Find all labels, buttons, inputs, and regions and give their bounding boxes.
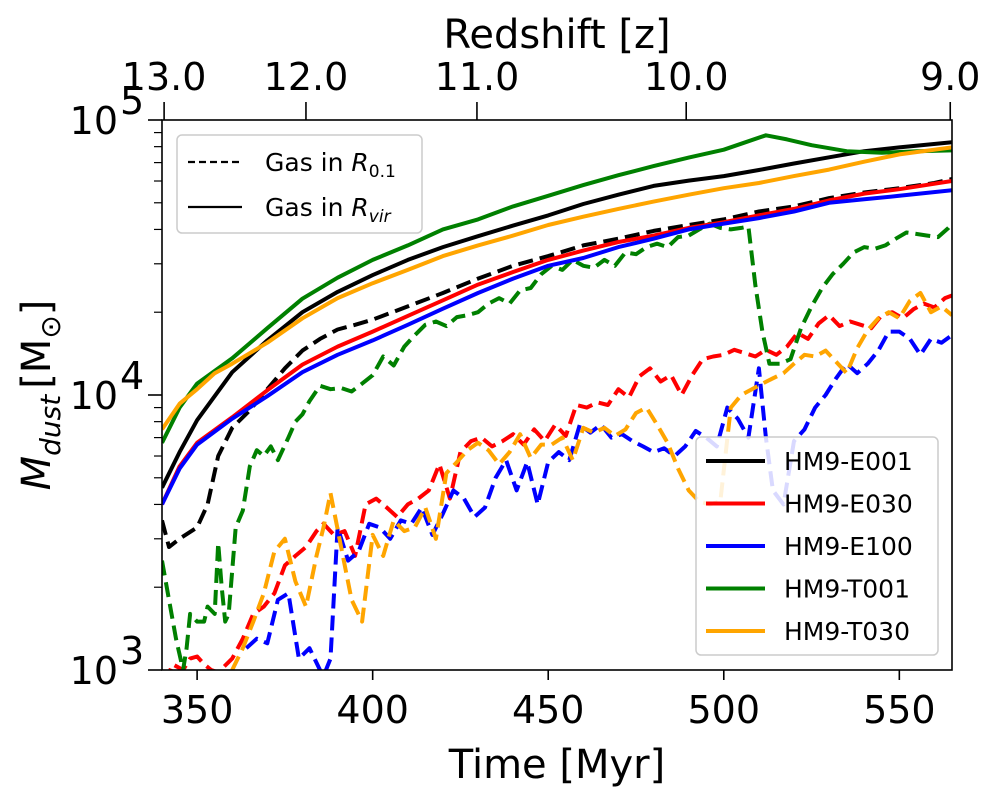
series-line-hm9-e030-vir (162, 179, 952, 506)
style-legend-label: Gas in Rvir (265, 193, 392, 227)
series-line-hm9-t001-vir (162, 133, 952, 444)
top-tick-label: 12.0 (264, 55, 349, 99)
series-legend: HM9-E001 HM9-E030 HM9-E100 HM9-T001 HM9-T030 (695, 436, 939, 656)
y-tick-label: 10 (70, 374, 118, 418)
series-line-hm9-e001-r01 (162, 177, 952, 549)
x-tick-label: 550 (863, 688, 936, 732)
top-tick-label: 13.0 (122, 55, 207, 99)
series-line-hm9-t030-r01 (230, 291, 952, 670)
series-legend-label: HM9-E100 (784, 532, 913, 561)
y-axis-label-unit-sub: ⊙ (34, 315, 67, 338)
series-legend-label: HM9-T030 (784, 617, 910, 646)
x-axis-label: Time [Myr] (448, 742, 665, 788)
series-line-hm9-e100-r01 (244, 329, 952, 670)
top-tick-label: 9.0 (920, 55, 980, 99)
y-axis-label-unit-open: [M (14, 339, 60, 389)
x-tick-label: 350 (161, 688, 234, 732)
y-axis-label: Mdust [M⊙] (14, 300, 67, 491)
style-legend-label: Gas in R0.1 (265, 148, 396, 182)
x-tick-label: 450 (512, 688, 585, 732)
series-line-hm9-e100-vir (162, 188, 952, 506)
series-legend-label: HM9-E001 (784, 447, 913, 476)
series-layer (162, 133, 952, 670)
series-line-hm9-e030-r01 (168, 293, 952, 670)
x-tick-label: 400 (336, 688, 409, 732)
series-legend-label: HM9-T001 (784, 575, 910, 604)
top-tick-label: 10.0 (644, 55, 729, 99)
y-tick-label-exponent: 5 (120, 79, 144, 123)
series-line-hm9-t030-vir (162, 145, 952, 431)
series-legend-box (695, 436, 939, 656)
y-axis-label-unit-close: ] (14, 300, 60, 316)
top-axis-label: Redshift [z] (443, 12, 670, 58)
series-legend-label: HM9-E030 (784, 490, 913, 519)
style-legend: Gas in R0.1 Gas in Rvir (176, 134, 423, 234)
top-tick-label: 11.0 (435, 55, 520, 99)
series-line-hm9-t001-r01 (162, 221, 952, 670)
y-tick-label: 10 (70, 649, 118, 693)
y-axis-label-subscript: dust (34, 394, 67, 456)
y-tick-label-exponent: 3 (120, 629, 144, 673)
style-legend-box (176, 134, 423, 234)
y-tick-label: 10 (70, 99, 118, 143)
y-tick-label-exponent: 4 (120, 354, 144, 398)
x-tick-label: 500 (688, 688, 761, 732)
y-axis-label-symbol: M (14, 456, 60, 491)
